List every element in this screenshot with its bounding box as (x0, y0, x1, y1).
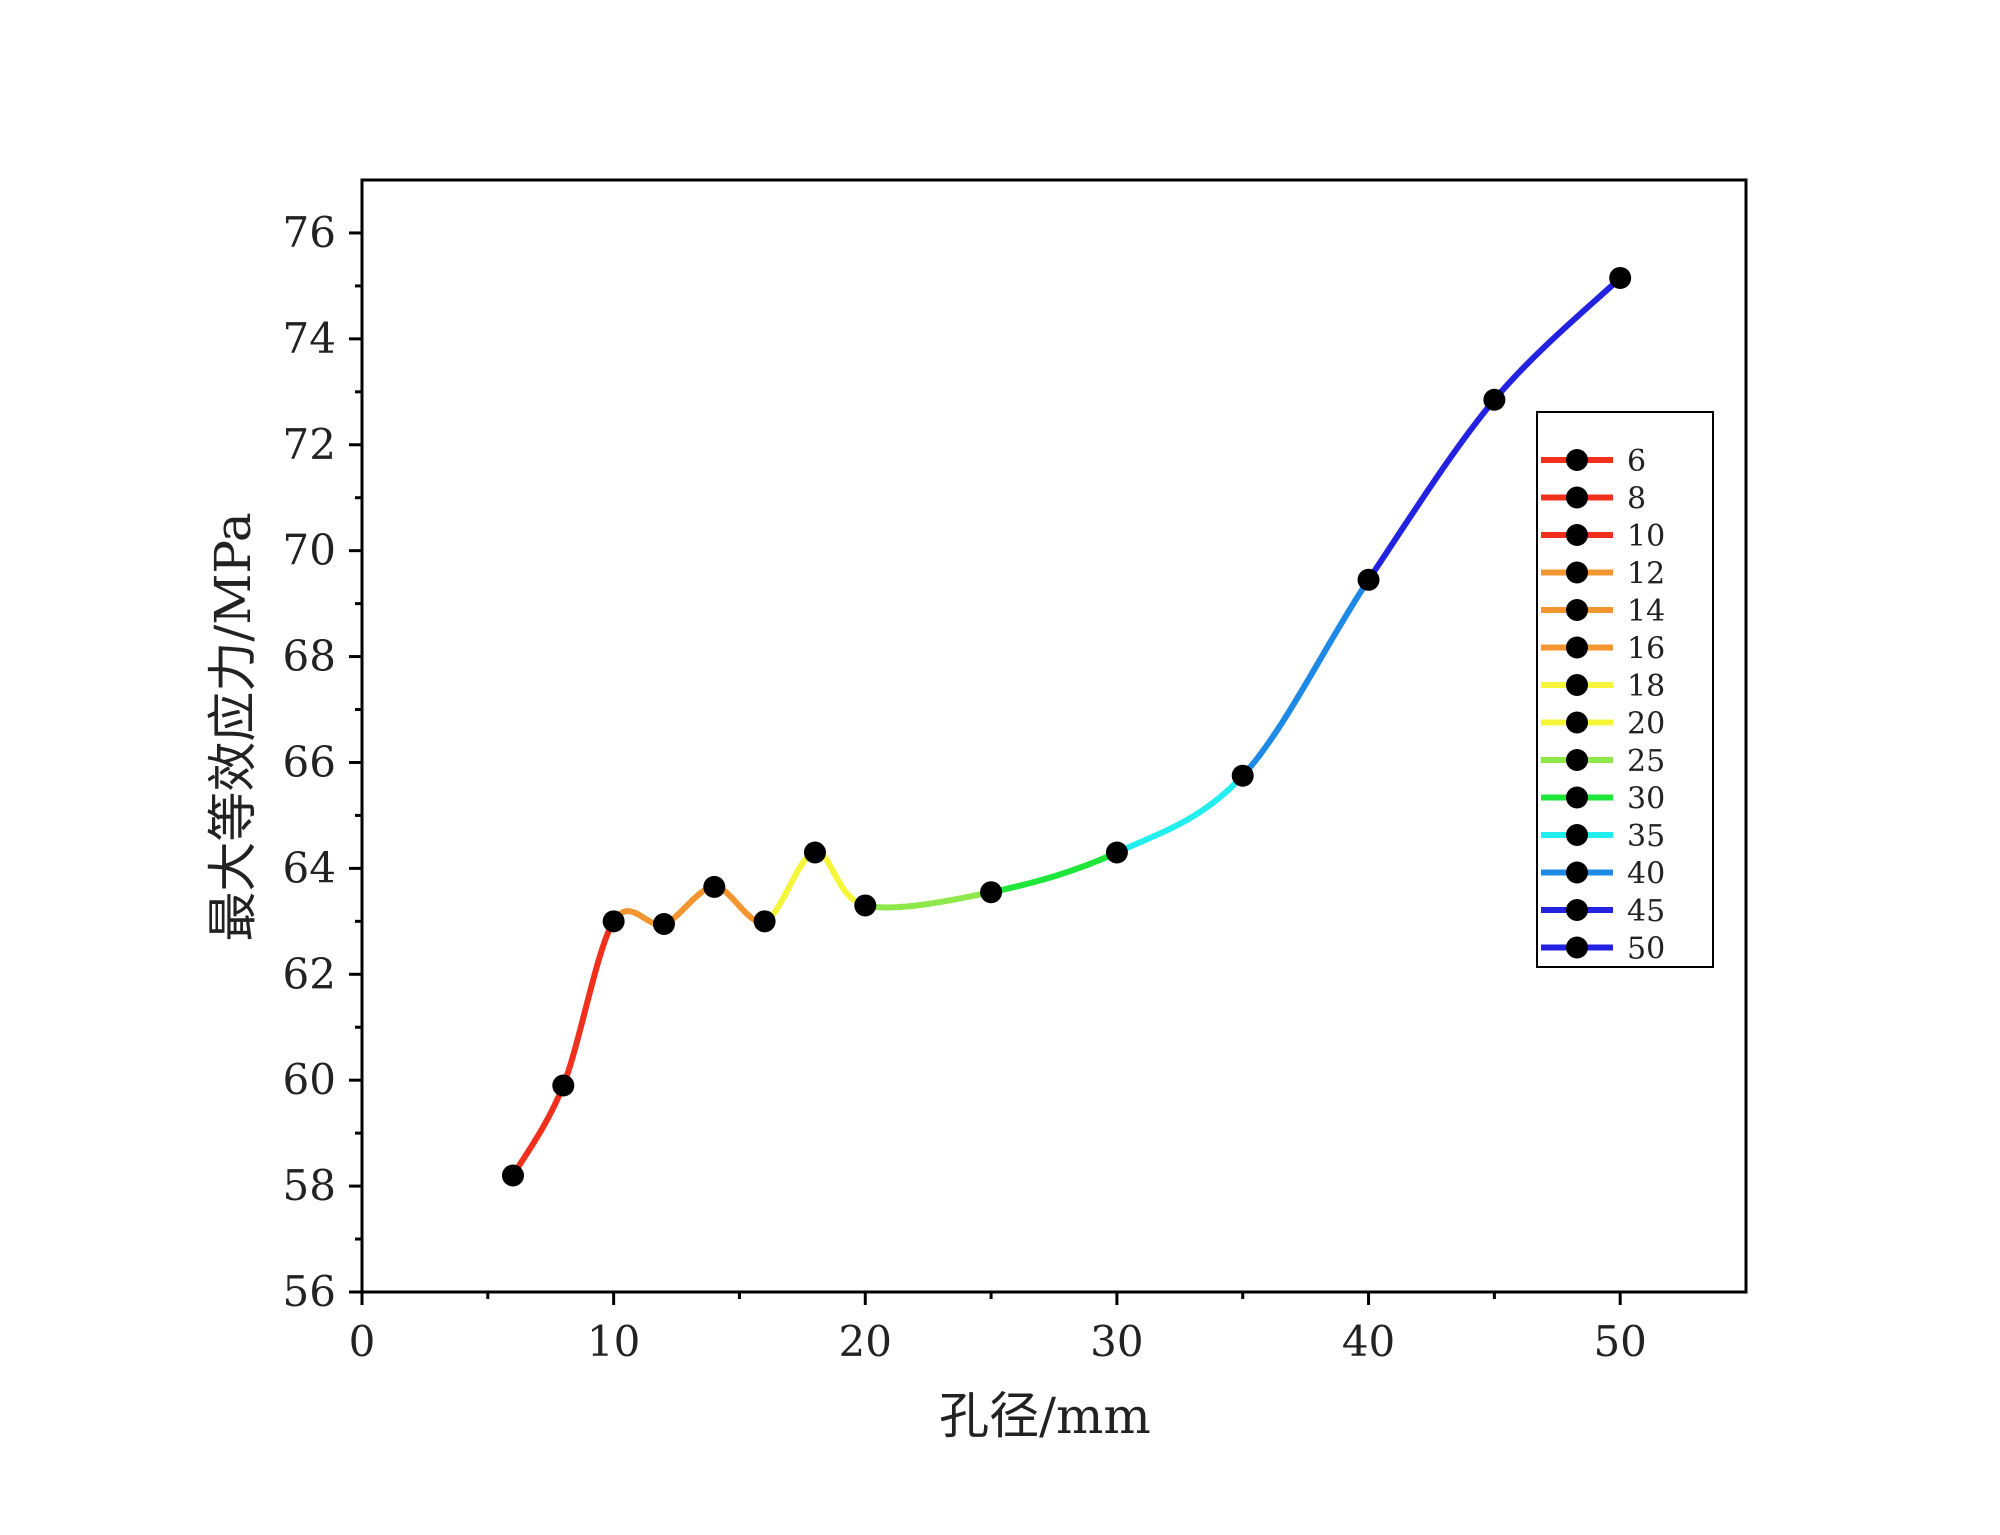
legend-swatch-marker (1566, 599, 1588, 621)
data-point (753, 910, 776, 933)
y-tick-label: 64 (283, 843, 336, 892)
data-point (1357, 568, 1380, 591)
data-point (652, 912, 675, 935)
legend-swatch-marker (1566, 749, 1588, 771)
legend-label: 14 (1627, 594, 1665, 629)
x-tick-label: 40 (1342, 1317, 1395, 1366)
y-tick-label: 58 (283, 1161, 336, 1210)
y-tick-label: 72 (283, 420, 336, 469)
legend-label: 40 (1627, 857, 1665, 892)
series-line-segment (1491, 274, 1624, 403)
legend-label: 30 (1627, 782, 1665, 817)
x-axis-title: 孔径/mm (939, 1387, 1151, 1445)
legend-swatch-marker (1566, 824, 1588, 846)
x-tick-label: 20 (839, 1317, 892, 1366)
x-tick-label: 50 (1593, 1317, 1646, 1366)
data-point (501, 1164, 524, 1187)
data-point (602, 910, 625, 933)
plot-frame (360, 178, 1748, 1294)
legend-swatch-marker (1566, 786, 1588, 809)
y-tick-label: 74 (283, 314, 336, 363)
legend-label: 20 (1627, 707, 1665, 742)
data-point (1231, 764, 1254, 787)
series-line-segment (988, 849, 1120, 896)
y-tick-label: 62 (283, 949, 336, 998)
x-tick-label: 10 (587, 1317, 640, 1366)
x-tick-label: 30 (1090, 1317, 1143, 1366)
legend-swatch-marker (1566, 486, 1588, 509)
y-tick-label: 70 (283, 526, 336, 575)
legend-label: 50 (1627, 932, 1665, 967)
series-line-segment (560, 918, 617, 1089)
legend-swatch-marker (1566, 524, 1588, 546)
data-point (803, 841, 826, 864)
legend-label: 12 (1627, 557, 1665, 592)
x-tick-label: 0 (349, 1317, 376, 1366)
legend-label: 18 (1627, 669, 1665, 704)
legend-swatch-marker (1566, 899, 1588, 921)
y-tick-label: 68 (283, 632, 336, 681)
data-point (1105, 841, 1128, 864)
legend-label: 45 (1627, 894, 1665, 929)
legend-label: 10 (1627, 519, 1665, 554)
data-point (980, 881, 1003, 904)
y-tick-label: 56 (283, 1267, 336, 1316)
y-axis-title: 最大等效应力/MPa (204, 512, 262, 941)
legend-label: 35 (1627, 819, 1665, 854)
legend-swatch-marker (1566, 449, 1588, 471)
legend-label: 6 (1627, 444, 1646, 479)
legend-swatch-marker (1566, 561, 1588, 584)
legend-swatch-marker (1566, 636, 1588, 659)
legend-label: 8 (1627, 482, 1646, 517)
data-point (703, 875, 726, 898)
data-point (552, 1074, 575, 1097)
data-point (1483, 388, 1506, 411)
y-tick-label: 76 (283, 208, 336, 257)
legend-swatch-marker (1566, 861, 1588, 884)
plot-area (501, 266, 1632, 1187)
data-point (1609, 266, 1632, 289)
legend-swatch-marker (1566, 711, 1588, 734)
y-tick-label: 66 (283, 737, 336, 786)
legend-label: 25 (1627, 744, 1665, 779)
series-line-segment (1239, 576, 1372, 779)
series-line-segment (1365, 396, 1498, 583)
data-point (854, 894, 877, 917)
y-tick-label: 60 (283, 1055, 336, 1104)
series-line-segment (1113, 772, 1246, 856)
legend-swatch-marker (1566, 674, 1588, 696)
legend-swatch-marker (1566, 936, 1588, 959)
legend-label: 16 (1627, 632, 1665, 667)
